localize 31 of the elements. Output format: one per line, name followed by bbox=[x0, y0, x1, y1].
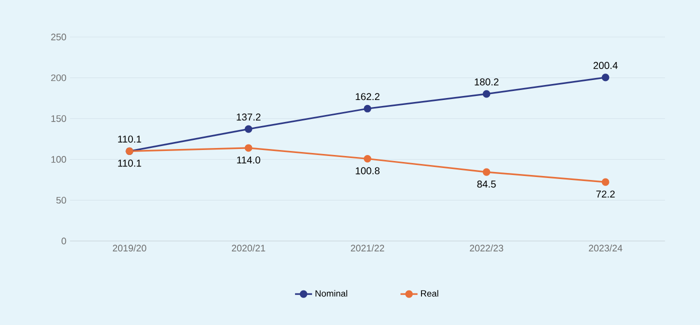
x-tick-label: 2020/21 bbox=[232, 244, 266, 252]
y-tick-label: 0 bbox=[62, 238, 66, 244]
y-tick-label: 100 bbox=[51, 156, 66, 163]
x-tick-label: 2022/23 bbox=[470, 244, 504, 252]
point bbox=[364, 154, 372, 163]
legend-label: Nominal bbox=[316, 290, 348, 297]
point bbox=[244, 125, 252, 133]
data-label: 100.8 bbox=[356, 167, 380, 174]
point bbox=[364, 104, 372, 112]
data-label: 162.2 bbox=[356, 93, 380, 100]
data-label: 180.2 bbox=[474, 78, 498, 86]
point bbox=[602, 178, 610, 186]
data-label: 110.1 bbox=[118, 160, 142, 167]
legend-label: Real bbox=[421, 290, 438, 297]
data-label: 72.2 bbox=[596, 190, 615, 198]
data-label: 114.0 bbox=[237, 156, 260, 164]
point bbox=[482, 168, 490, 176]
point bbox=[482, 90, 490, 98]
x-tick-label: 2021/22 bbox=[350, 244, 384, 252]
y-tick-label: 250 bbox=[51, 34, 66, 40]
data-label: 110.1 bbox=[118, 136, 142, 143]
y-tick-label: 50 bbox=[56, 196, 66, 204]
y-tick-label: 200 bbox=[51, 74, 66, 82]
data-label: 84.5 bbox=[477, 180, 496, 188]
x-tick-label: 2023/24 bbox=[588, 244, 622, 252]
point bbox=[602, 74, 610, 82]
x-tick-label: 2019/20 bbox=[112, 244, 146, 252]
data-label: 137.2 bbox=[236, 113, 260, 121]
point bbox=[244, 144, 252, 152]
y-tick-label: 150 bbox=[51, 115, 66, 122]
data-label: 200.4 bbox=[594, 62, 618, 69]
